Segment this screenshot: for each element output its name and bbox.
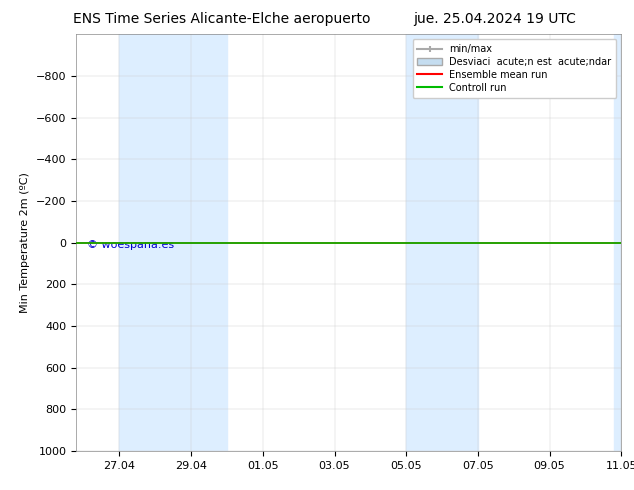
- Y-axis label: Min Temperature 2m (ºC): Min Temperature 2m (ºC): [20, 172, 30, 313]
- Bar: [406, 34, 442, 451]
- Text: ENS Time Series Alicante-Elche aeropuerto: ENS Time Series Alicante-Elche aeropuert…: [73, 12, 371, 26]
- Text: jue. 25.04.2024 19 UTC: jue. 25.04.2024 19 UTC: [413, 12, 576, 26]
- Text: © woespana.es: © woespana.es: [87, 241, 174, 250]
- Legend: min/max, Desviaci  acute;n est  acute;ndar, Ensemble mean run, Controll run: min/max, Desviaci acute;n est acute;ndar…: [413, 39, 616, 98]
- Bar: [119, 34, 173, 451]
- Bar: [614, 34, 621, 451]
- Bar: [442, 34, 478, 451]
- Bar: [173, 34, 227, 451]
